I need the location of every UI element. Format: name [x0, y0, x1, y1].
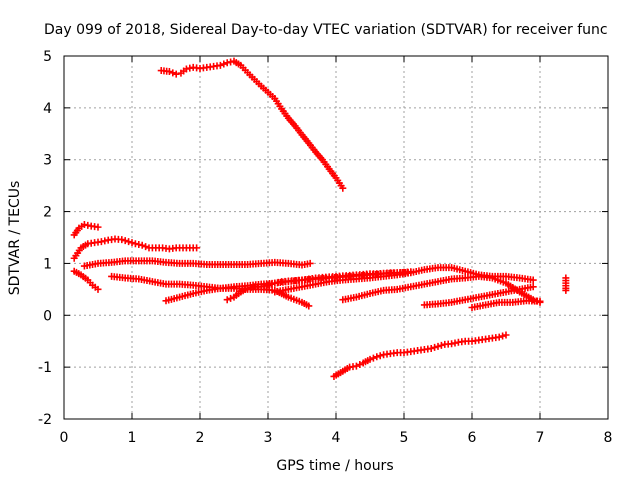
- data-point: [165, 68, 173, 76]
- y-tick-label: 5: [43, 49, 52, 65]
- data-point: [118, 236, 126, 244]
- y-tick-label: 0: [43, 308, 52, 324]
- data-point: [223, 296, 231, 304]
- data-point: [529, 296, 537, 304]
- data-series: [70, 267, 102, 293]
- data-point: [562, 286, 570, 294]
- data-point: [216, 61, 224, 69]
- y-tick-label: 2: [43, 205, 52, 221]
- x-tick-labels: 0 1 2 3 4 5 6 7 8: [60, 430, 613, 446]
- y-tick-labels: -2 -1 0 1 2 3 4 5: [38, 49, 52, 428]
- data-point: [366, 355, 374, 363]
- data-series: [562, 274, 570, 294]
- x-tick-label: 3: [264, 430, 273, 446]
- data-series: [330, 331, 510, 380]
- data-point: [94, 223, 102, 231]
- data-point: [193, 244, 201, 252]
- data-point: [172, 70, 180, 78]
- x-tick-label: 1: [128, 430, 137, 446]
- x-tick-label: 7: [536, 430, 545, 446]
- data-point: [94, 285, 102, 293]
- data-point: [121, 237, 129, 245]
- data-series: [80, 257, 314, 270]
- data-point: [373, 353, 381, 361]
- data-series: [271, 264, 537, 296]
- x-axis-label: GPS time / hours: [276, 458, 393, 474]
- data-point: [495, 333, 503, 341]
- x-tick-label: 5: [400, 430, 409, 446]
- data-series: [420, 283, 537, 309]
- y-tick-label: 3: [43, 153, 52, 169]
- data-series: [468, 297, 544, 312]
- data-point: [529, 283, 537, 291]
- data-point: [227, 294, 235, 302]
- data-points: [70, 57, 570, 380]
- x-tick-label: 0: [60, 430, 69, 446]
- data-point: [138, 241, 146, 249]
- data-point: [376, 352, 384, 360]
- y-tick-label: 4: [43, 101, 52, 117]
- data-point: [128, 239, 136, 247]
- data-point: [369, 354, 377, 362]
- y-tick-label: -2: [38, 412, 52, 428]
- data-point: [529, 276, 537, 284]
- y-axis-label: SDTVAR / TECUs: [7, 181, 23, 296]
- x-tick-label: 8: [604, 430, 613, 446]
- data-point: [125, 238, 133, 246]
- data-point: [306, 259, 314, 267]
- data-point: [434, 342, 442, 350]
- data-point: [502, 331, 510, 339]
- data-point: [536, 297, 544, 305]
- data-point: [499, 332, 507, 340]
- x-tick-label: 4: [332, 430, 341, 446]
- data-series: [157, 57, 347, 192]
- data-point: [169, 69, 177, 77]
- data-point: [267, 280, 275, 288]
- data-series: [70, 235, 201, 262]
- y-tick-label: 1: [43, 256, 52, 272]
- data-point: [427, 344, 435, 352]
- grid-lines: [64, 56, 608, 419]
- x-tick-label: 2: [196, 430, 205, 446]
- axis-ticks: [63, 55, 609, 420]
- data-point: [431, 343, 439, 351]
- data-point: [437, 341, 445, 349]
- data-point: [264, 281, 272, 289]
- y-tick-label: -1: [38, 360, 52, 376]
- data-point: [142, 243, 150, 251]
- chart-title: Day 099 of 2018, Sidereal Day-to-day VTE…: [44, 22, 608, 38]
- data-series: [70, 221, 102, 239]
- data-point: [305, 302, 313, 310]
- data-point: [339, 184, 347, 192]
- data-point: [352, 362, 360, 370]
- data-point: [220, 60, 228, 68]
- x-tick-label: 6: [468, 430, 477, 446]
